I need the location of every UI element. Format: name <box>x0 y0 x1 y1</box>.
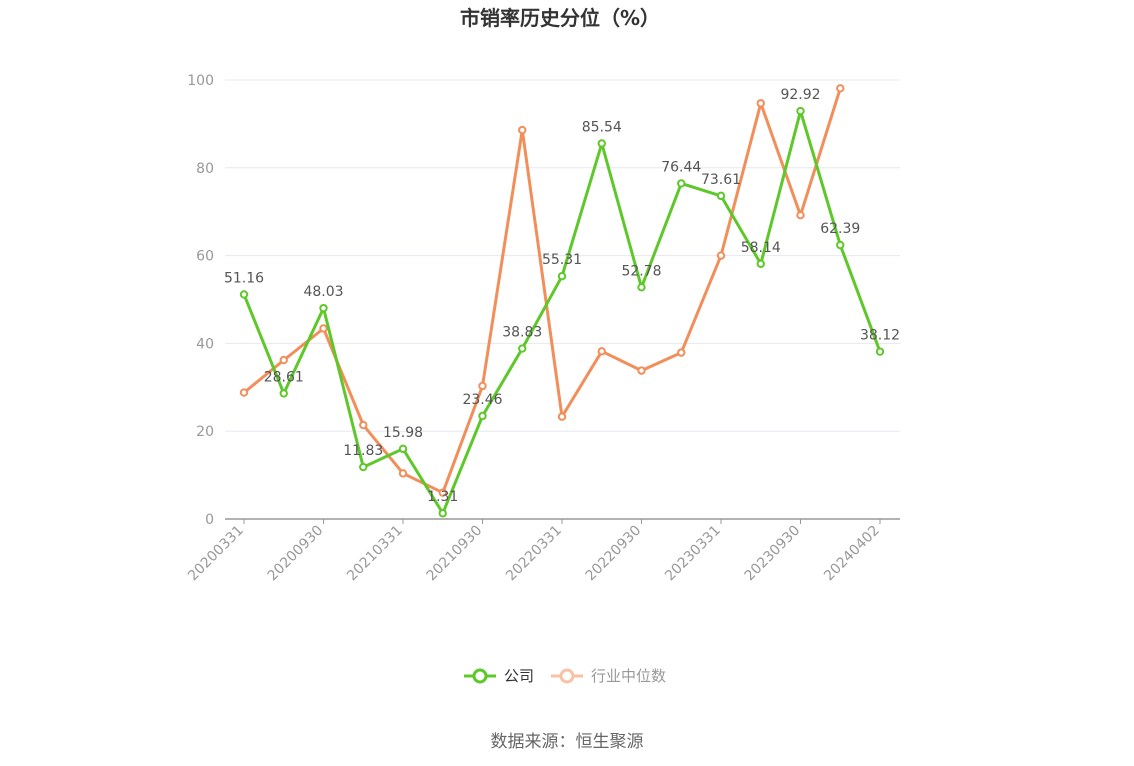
data-point[interactable] <box>478 381 487 391</box>
data-label: 73.61 <box>701 172 741 188</box>
data-point[interactable] <box>796 106 805 116</box>
chart-title: 市销率历史分位（%） <box>460 6 660 30</box>
data-point[interactable] <box>716 191 726 201</box>
legend[interactable]: 公司 行业中位数 <box>464 667 666 685</box>
data-point[interactable] <box>279 389 288 398</box>
data-point[interactable] <box>677 348 686 357</box>
legend-item-company[interactable]: 公司 <box>464 667 534 685</box>
data-label: 38.83 <box>502 325 542 341</box>
y-tick-label: 80 <box>196 161 214 177</box>
data-point[interactable] <box>875 347 885 356</box>
data-point[interactable] <box>518 125 527 135</box>
data-point[interactable] <box>319 303 328 313</box>
series-layer <box>239 84 885 518</box>
data-point[interactable] <box>597 139 606 148</box>
data-point[interactable] <box>756 99 765 108</box>
data-point[interactable] <box>796 211 805 220</box>
y-tick-label: 40 <box>196 336 214 352</box>
data-point[interactable] <box>438 509 447 518</box>
series-company <box>239 106 885 518</box>
data-label: 48.03 <box>303 284 343 300</box>
data-label: 1.31 <box>427 489 458 505</box>
x-tick-label: 20230930 <box>742 523 804 585</box>
legend-industry-label: 行业中位数 <box>591 667 666 685</box>
x-tick-label: 20210930 <box>424 523 486 585</box>
data-point[interactable] <box>597 347 606 356</box>
y-axis: 0 20 40 60 80 100 <box>187 73 214 528</box>
x-axis: 20200331 20200930 20210331 20210930 20220331… <box>185 518 900 585</box>
x-tick-label: 20230331 <box>662 523 724 585</box>
grid-lines <box>225 79 900 432</box>
series-industry <box>239 84 845 497</box>
legend-company-label: 公司 <box>504 667 534 685</box>
series-line <box>243 87 842 495</box>
series-line <box>242 109 882 515</box>
data-label: 51.16 <box>224 270 264 286</box>
data-label: 55.31 <box>542 252 582 268</box>
x-tick-label: 20200331 <box>185 523 247 585</box>
y-tick-label: 20 <box>196 424 214 440</box>
data-label: 28.61 <box>264 369 304 385</box>
data-point[interactable] <box>677 179 686 188</box>
x-tick-label: 20200930 <box>265 523 327 585</box>
y-tick-label: 0 <box>205 512 214 528</box>
data-label: 52.78 <box>621 263 661 279</box>
data-point[interactable] <box>279 355 288 365</box>
data-point[interactable] <box>398 469 408 478</box>
data-label: 58.14 <box>741 240 781 256</box>
legend-industry-marker <box>559 668 575 684</box>
data-point[interactable] <box>716 251 726 260</box>
data-point[interactable] <box>518 344 527 353</box>
data-label: 38.12 <box>860 328 900 344</box>
data-point[interactable] <box>239 388 249 397</box>
legend-company-marker <box>472 668 488 684</box>
x-tick-label: 20210331 <box>344 523 406 585</box>
data-point[interactable] <box>319 324 328 333</box>
data-point[interactable] <box>359 420 368 430</box>
data-label: 15.98 <box>383 425 423 441</box>
data-label: 76.44 <box>661 159 701 175</box>
data-label: 62.39 <box>820 221 860 237</box>
data-label: 23.46 <box>462 392 502 408</box>
data-point[interactable] <box>438 488 447 497</box>
data-point[interactable] <box>557 412 567 421</box>
x-tick-label: 20220930 <box>583 523 645 585</box>
x-tick-label: 20220331 <box>503 523 565 585</box>
data-point[interactable] <box>756 259 765 268</box>
x-tick-label: 20240402 <box>821 523 883 585</box>
data-label: 85.54 <box>582 119 622 135</box>
data-point[interactable] <box>478 411 487 421</box>
y-tick-label: 100 <box>187 73 214 89</box>
data-label: 92.92 <box>780 87 820 103</box>
data-point[interactable] <box>836 240 845 250</box>
data-point[interactable] <box>637 366 646 375</box>
data-point[interactable] <box>359 462 368 472</box>
y-tick-label: 60 <box>196 249 214 265</box>
data-point[interactable] <box>557 271 567 281</box>
data-source: 数据来源：恒生聚源 <box>491 732 644 752</box>
data-point[interactable] <box>398 444 408 454</box>
data-point[interactable] <box>637 283 646 292</box>
data-point[interactable] <box>239 290 249 299</box>
data-label: 11.83 <box>343 443 383 459</box>
legend-item-industry[interactable]: 行业中位数 <box>551 667 666 685</box>
data-point[interactable] <box>836 84 845 93</box>
